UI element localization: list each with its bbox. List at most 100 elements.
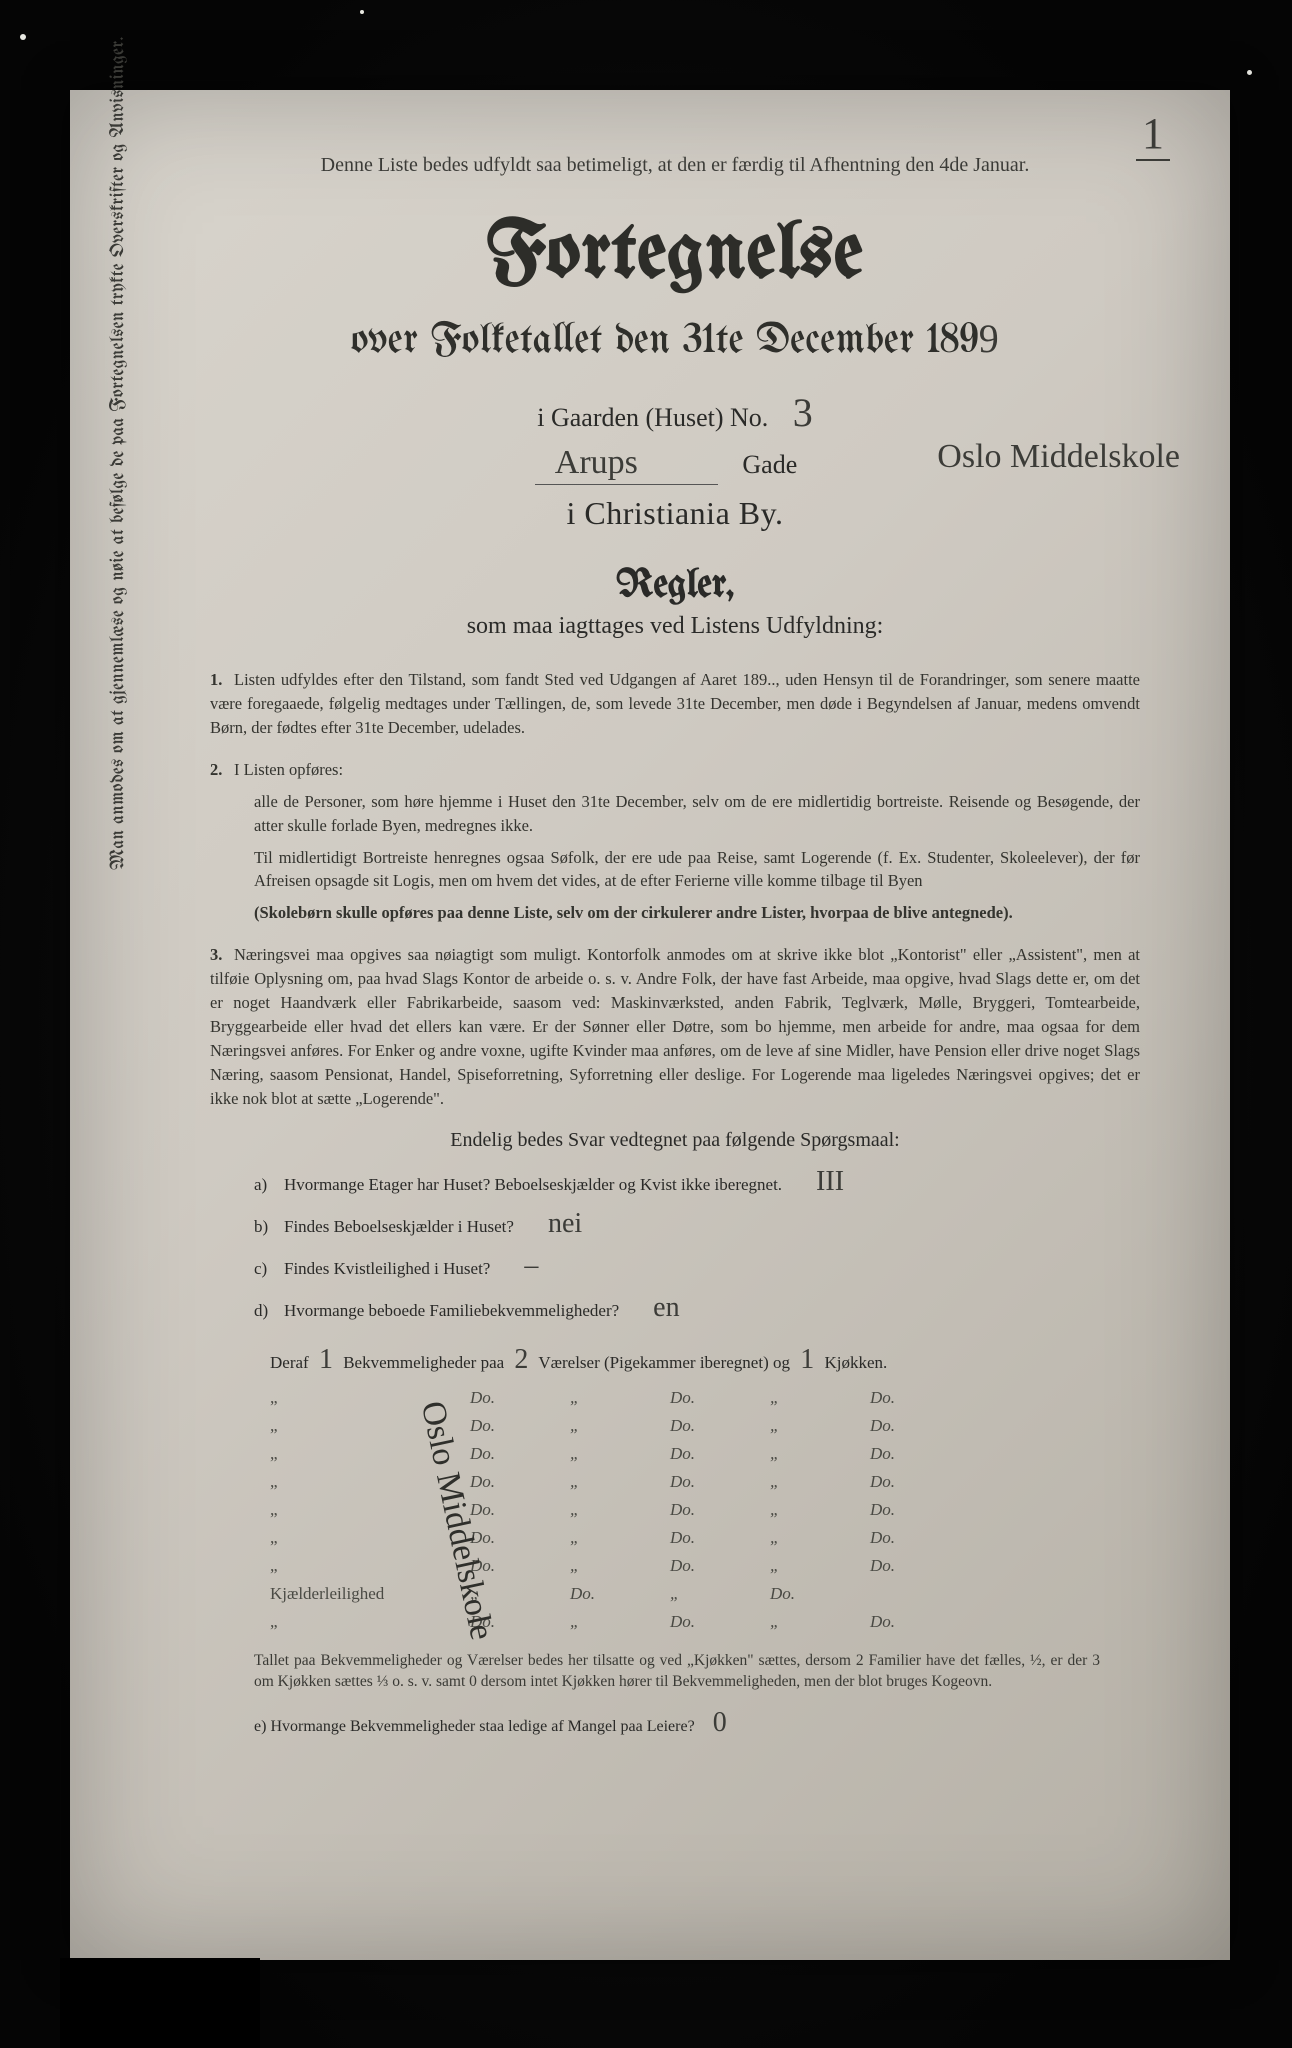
table-row: „Do.„Do.„Do. <box>270 1388 1140 1408</box>
row-lead: „ <box>270 1472 430 1492</box>
scanner-black-patch <box>60 1958 260 2048</box>
table-row: „Do.„Do.„Do. <box>270 1528 1140 1548</box>
question-c-label: c) <box>254 1259 274 1279</box>
ditto-cell: Do. <box>470 1472 530 1492</box>
ditto-cell: Do. <box>470 1416 530 1436</box>
question-b-text: Findes Beboelseskjælder i Huset? <box>284 1217 514 1237</box>
rule-2-para-c: Til midlertidigt Bortreiste henregnes og… <box>210 846 1140 894</box>
table-row: „Do.„Do.„Do. <box>270 1444 1140 1464</box>
ditto-cell: „ <box>670 1584 730 1604</box>
ditto-cell: „ <box>570 1416 630 1436</box>
ditto-cell: „ <box>770 1388 830 1408</box>
ditto-cell: Do. <box>570 1584 630 1604</box>
ditto-cell: „ <box>770 1612 830 1632</box>
ditto-cell: Do. <box>670 1556 730 1576</box>
question-c-answer: – <box>524 1250 538 1282</box>
regler-heading: Regler, <box>210 566 1140 607</box>
table-row: „Do.„Do.„Do. <box>270 1500 1140 1520</box>
question-a-label: a) <box>254 1175 274 1195</box>
row-lead: „ <box>270 1416 430 1436</box>
ditto-cell: Do. <box>770 1584 830 1604</box>
ditto-cell: „ <box>770 1556 830 1576</box>
question-a-text: Hvormange Etager har Huset? Beboelseskjæ… <box>284 1175 782 1195</box>
title-subtitle: over Folketallet den 31te December 1899 <box>210 315 1140 363</box>
rule-2-para-b: alle de Personer, som høre hjemme i Huse… <box>210 790 1140 838</box>
question-d-text: Hvormange beboede Familiebekvemmelighede… <box>284 1301 619 1321</box>
question-c-text: Findes Kvistleilighed i Huset? <box>284 1259 490 1279</box>
row-lead: „ <box>270 1528 430 1548</box>
table-row: „Do.„Do.„Do. <box>270 1416 1140 1436</box>
ditto-cell: Do. <box>670 1528 730 1548</box>
film-speck <box>360 10 364 14</box>
question-b-label: b) <box>254 1217 274 1237</box>
ditto-table: Oslo Middelskole „Do.„Do.„Do.„Do.„Do.„Do… <box>270 1388 1140 1632</box>
rule-2-intro: I Listen opføres: <box>234 760 343 779</box>
rule-2: 2.I Listen opføres: alle de Personer, so… <box>210 758 1140 926</box>
ditto-cell: „ <box>570 1500 630 1520</box>
question-d-label: d) <box>254 1301 274 1321</box>
ditto-cell: Do. <box>670 1612 730 1632</box>
footer-paragraph: Tallet paa Bekvemmeligheder og Værelser … <box>254 1650 1100 1693</box>
ditto-cell: Do. <box>870 1612 930 1632</box>
questions-heading: Endelig bedes Svar vedtegnet paa følgend… <box>210 1129 1140 1152</box>
deraf-line: Deraf 1 Bekvemmeligheder paa 2 Værelser … <box>270 1344 1140 1376</box>
ditto-cell: Do. <box>670 1388 730 1408</box>
institution-handwritten: Oslo Middelskole <box>937 438 1180 476</box>
question-e-answer: 0 <box>713 1707 727 1739</box>
ditto-cell: Do. <box>870 1556 930 1576</box>
top-instruction-note: Denne Liste bedes udfyldt saa betimeligt… <box>250 150 1100 180</box>
ditto-cell: „ <box>770 1500 830 1520</box>
film-speck <box>20 34 26 40</box>
question-a: a) Hvormange Etager har Huset? Beboelses… <box>254 1166 1140 1198</box>
row-lead: „ <box>270 1612 430 1632</box>
ditto-cell: Do. <box>470 1500 530 1520</box>
page-number-handwritten: 1 <box>1136 108 1170 161</box>
city-line: i Christiania By. <box>210 495 1140 532</box>
rule-3: 3.Næringsvei maa opgives saa nøiagtigt s… <box>210 943 1140 1110</box>
rule-1: 1.Listen udfyldes efter den Tilstand, so… <box>210 668 1140 740</box>
ditto-cell: Do. <box>670 1444 730 1464</box>
ditto-cell: Do. <box>470 1388 530 1408</box>
table-row: „Do.„Do.„Do. <box>270 1556 1140 1576</box>
deraf-prefix: Deraf <box>270 1353 309 1372</box>
table-row: „Do.„Do.„Do. <box>270 1612 1140 1632</box>
row-lead: „ <box>270 1444 430 1464</box>
year-handwritten: 9 <box>979 316 999 361</box>
address-line: Arups Gade Oslo Middelskole <box>210 444 1140 485</box>
question-b-answer: nei <box>548 1208 582 1240</box>
ditto-cell: „ <box>570 1444 630 1464</box>
question-c: c) Findes Kvistleilighed i Huset? – <box>254 1250 1140 1282</box>
ditto-cell: Do. <box>870 1528 930 1548</box>
document-page: 1 Man anmodes om at gjennemlæse og nøie … <box>70 90 1230 1960</box>
ditto-cell: „ <box>570 1556 630 1576</box>
question-a-answer: III <box>816 1166 844 1198</box>
row-lead: „ <box>270 1500 430 1520</box>
street-handwritten: Arups <box>535 444 718 485</box>
deraf-tail: Kjøkken. <box>824 1353 887 1372</box>
ditto-cell: Do. <box>870 1416 930 1436</box>
ditto-cell: Do. <box>870 1472 930 1492</box>
gade-label: Gade <box>742 450 797 479</box>
ditto-cell: „ <box>770 1528 830 1548</box>
left-margin-vertical-note: Man anmodes om at gjennemlæse og nøie at… <box>108 36 128 870</box>
regler-subheading: som maa iagttages ved Listens Udfyldning… <box>210 613 1140 640</box>
subtitle-printed: over Folketallet den 31te December 189 <box>351 319 978 363</box>
row-lead: „ <box>270 1388 430 1408</box>
question-d: d) Hvormange beboede Familiebekvemmeligh… <box>254 1292 1140 1324</box>
deraf-mid2: Værelser (Pigekammer iberegnet) og <box>538 1353 790 1372</box>
rule-1-text: Listen udfyldes efter den Tilstand, som … <box>210 670 1140 737</box>
gaard-number-handwritten: 3 <box>793 389 813 436</box>
question-e-label: e) <box>254 1718 266 1735</box>
ditto-cell: „ <box>770 1472 830 1492</box>
ditto-cell: „ <box>770 1416 830 1436</box>
ditto-cell: „ <box>570 1528 630 1548</box>
question-d-answer: en <box>653 1292 679 1324</box>
question-e-text: Hvormange Bekvemmeligheder staa ledige a… <box>270 1718 694 1735</box>
ditto-cell: Do. <box>670 1500 730 1520</box>
table-row: „Do.„Do.„Do. <box>270 1472 1140 1492</box>
table-row: Kjælderleilighed„Do.„Do. <box>270 1584 1140 1604</box>
ditto-cell: „ <box>770 1444 830 1464</box>
deraf-count2: 2 <box>514 1344 528 1376</box>
ditto-cell: Do. <box>670 1472 730 1492</box>
deraf-count3: 1 <box>800 1344 814 1376</box>
